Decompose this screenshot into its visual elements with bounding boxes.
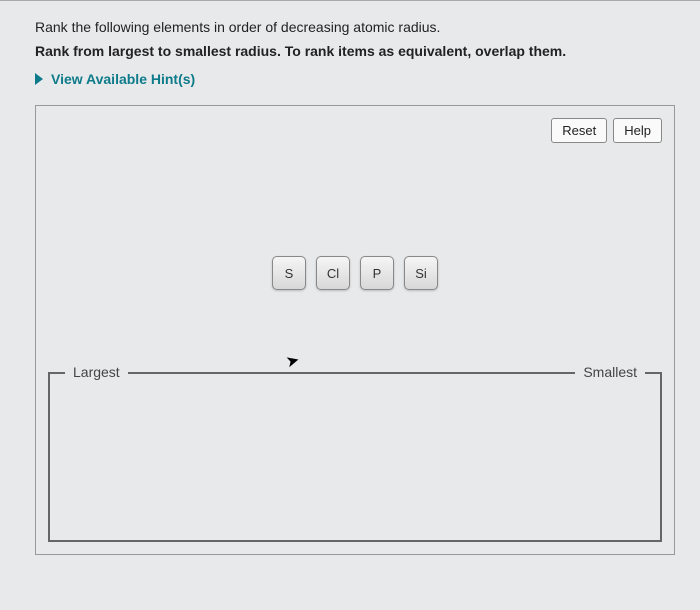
help-button[interactable]: Help <box>613 118 662 143</box>
hints-label: View Available Hint(s) <box>51 71 195 87</box>
question-instruction: Rank from largest to smallest radius. To… <box>35 43 675 59</box>
workspace-buttons: Reset Help <box>551 118 662 143</box>
question-prompt: Rank the following elements in order of … <box>35 19 675 35</box>
content-area: Rank the following elements in order of … <box>0 0 700 610</box>
element-tiles-row: S Cl P Si <box>272 256 438 290</box>
chevron-right-icon <box>35 73 43 85</box>
zone-label-smallest: Smallest <box>575 364 645 380</box>
reset-button[interactable]: Reset <box>551 118 607 143</box>
zone-label-largest: Largest <box>65 364 128 380</box>
element-tile[interactable]: P <box>360 256 394 290</box>
cursor-icon: ➤ <box>284 350 302 373</box>
ranking-drop-zone[interactable]: Largest Smallest <box>48 372 662 542</box>
hints-toggle[interactable]: View Available Hint(s) <box>35 71 675 87</box>
element-tile[interactable]: Cl <box>316 256 350 290</box>
ranking-workspace: Reset Help S Cl P Si ➤ Largest Smallest <box>35 105 675 555</box>
element-tile[interactable]: Si <box>404 256 438 290</box>
element-tile[interactable]: S <box>272 256 306 290</box>
